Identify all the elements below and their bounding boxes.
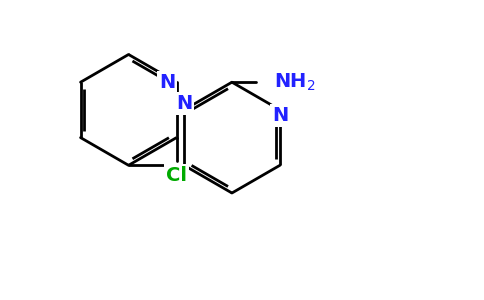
Text: N: N xyxy=(176,94,192,113)
Text: Cl: Cl xyxy=(166,166,187,185)
Text: N: N xyxy=(272,106,288,125)
Text: N: N xyxy=(159,73,175,92)
Text: NH$_2$: NH$_2$ xyxy=(274,71,316,93)
